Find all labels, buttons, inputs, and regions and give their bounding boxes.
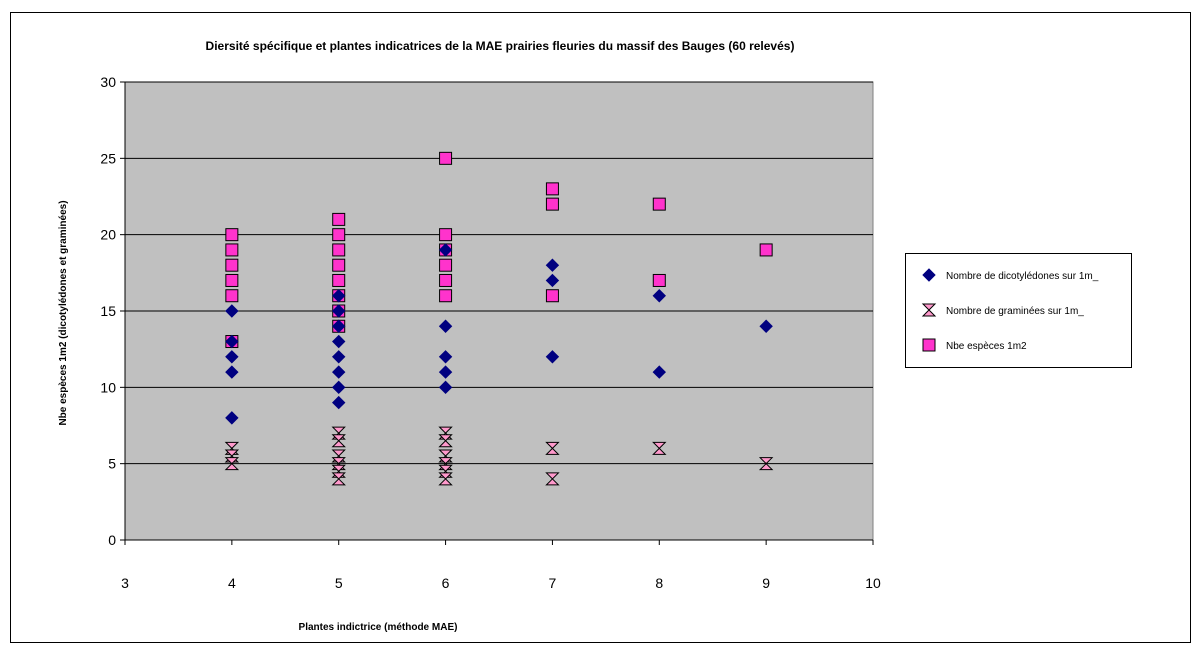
total-species-point	[332, 243, 346, 257]
dicot-point	[332, 289, 346, 303]
x-tick-label: 5	[335, 575, 343, 591]
gridlines	[125, 81, 873, 465]
dicot-point	[652, 289, 666, 303]
graminees-point	[224, 457, 240, 471]
total-species-point	[332, 228, 346, 242]
data-points	[224, 151, 774, 486]
y-tick-label: 5	[108, 456, 116, 472]
legend-label: Nombre de graminées sur 1m_	[946, 306, 1084, 317]
dicot-point	[225, 365, 239, 379]
y-tick-label: 10	[100, 379, 116, 395]
tick-labels: 0 5 10 15 20 25 30 3 4 5 6 7 8 9 10	[100, 74, 881, 591]
dicot-point	[332, 304, 346, 318]
total-species-point	[545, 289, 559, 303]
total-species-point	[225, 273, 239, 287]
graminees-point	[331, 434, 346, 448]
dicot-point	[545, 273, 560, 288]
axes	[120, 81, 874, 545]
dicot-point	[438, 380, 453, 395]
total-species-point	[225, 243, 239, 257]
total-species-point	[652, 273, 666, 287]
total-species-point	[759, 243, 773, 257]
x-tick-label: 10	[865, 575, 881, 591]
dicot-point	[332, 365, 346, 379]
x-tick-label: 3	[121, 575, 129, 591]
legend-marker-square	[922, 338, 936, 352]
dicot-point	[332, 319, 346, 333]
total-species-point	[225, 228, 239, 242]
total-species-point	[332, 212, 346, 226]
dicot-point	[225, 334, 239, 349]
dicot-point	[545, 350, 560, 364]
y-tick-label: 15	[100, 303, 116, 319]
y-axis-title: Nbe espèces 1m2 (dicotylédones et gramin…	[58, 200, 69, 425]
dicot-point	[332, 395, 346, 410]
graminees-point	[545, 472, 560, 486]
total-species-point	[439, 258, 453, 272]
legend-label: Nbe espèces 1m2	[946, 341, 1027, 352]
legend-marker-hourglass	[921, 303, 937, 317]
dicot-point	[332, 380, 346, 395]
total-species-point	[545, 182, 559, 196]
graminees-point	[545, 441, 560, 455]
total-species-point	[332, 258, 346, 272]
total-species-point	[332, 273, 346, 287]
dicot-point	[225, 304, 239, 318]
y-tick-label: 20	[100, 227, 116, 243]
graminees-point	[758, 457, 774, 471]
x-tick-label: 7	[549, 575, 557, 591]
dicot-point	[438, 365, 453, 379]
dicot-point	[332, 350, 346, 364]
legend-label: Nombre de dicotylédones sur 1m_	[946, 271, 1099, 282]
y-tick-label: 0	[108, 532, 116, 548]
total-species-point	[652, 197, 666, 211]
y-tick-label: 25	[100, 150, 116, 166]
legend: Nombre de dicotylédones sur 1m_ Nombre de…	[905, 253, 1132, 368]
x-tick-label: 9	[762, 575, 770, 591]
total-species-point	[439, 273, 453, 287]
dicot-point	[438, 243, 453, 257]
dicot-point	[225, 350, 239, 364]
graminees-point	[652, 441, 667, 455]
total-species-point	[439, 151, 453, 165]
dicot-point	[332, 334, 346, 349]
total-species-point	[225, 289, 239, 303]
dicot-point	[545, 258, 560, 272]
total-species-point	[439, 228, 453, 242]
total-species-point	[225, 258, 239, 272]
dicot-point	[438, 350, 453, 364]
dicot-point	[225, 411, 239, 425]
graminees-point	[438, 434, 453, 448]
total-species-point	[439, 289, 453, 303]
graminees-point	[331, 472, 346, 486]
total-species-point	[545, 197, 559, 211]
legend-box	[905, 253, 1132, 368]
x-axis-title: Plantes indictrice (méthode MAE)	[299, 622, 458, 633]
y-tick-label: 30	[100, 74, 116, 90]
x-tick-label: 8	[655, 575, 663, 591]
x-tick-label: 4	[228, 575, 236, 591]
legend-marker-diamond	[922, 268, 936, 282]
dicot-point	[652, 365, 666, 379]
dicot-point	[759, 319, 773, 333]
dicot-point	[438, 319, 453, 333]
chart-title: Diersité spécifique et plantes indicatri…	[206, 39, 795, 53]
graminees-point	[438, 472, 453, 486]
x-tick-label: 6	[442, 575, 450, 591]
